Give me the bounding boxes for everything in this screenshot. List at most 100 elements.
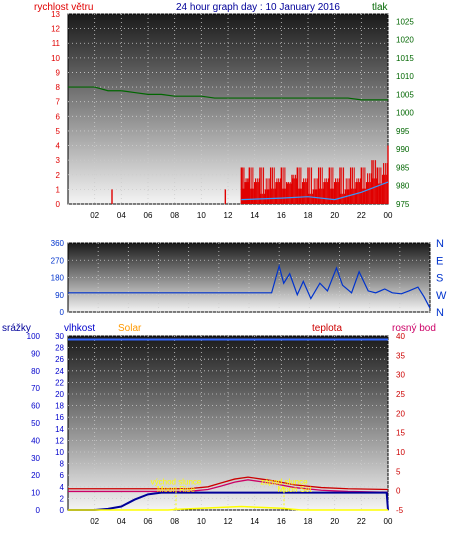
x-tick-label: 18 xyxy=(304,517,313,526)
x-tick-label: 16 xyxy=(277,517,286,526)
x-tick-label: 14 xyxy=(250,211,259,220)
compass-label: N xyxy=(436,238,444,250)
y-right-tick-label: 985 xyxy=(396,163,410,172)
pressure-axis-label: tlak xyxy=(372,2,389,13)
legend-dewpoint: rosný bod xyxy=(392,323,436,334)
y-tick-label: 270 xyxy=(51,256,65,265)
y-right-tick-label: 1005 xyxy=(396,90,414,99)
y-left-tick-label: 13 xyxy=(51,10,60,19)
temperature-tick-label: 0 xyxy=(396,487,401,496)
legend-rain: srážky xyxy=(2,323,31,334)
y-tick-label: 0 xyxy=(60,308,65,317)
rain-line xyxy=(68,491,389,511)
humidity-tick-label: 70 xyxy=(31,384,40,393)
x-tick-label: 00 xyxy=(384,517,393,526)
y-right-tick-label: 1000 xyxy=(396,109,414,118)
sunset-label: západ slunce xyxy=(260,477,308,486)
x-tick-label: 06 xyxy=(144,211,153,220)
x-tick-label: 10 xyxy=(197,211,206,220)
sunrise-label: východ slunce xyxy=(151,477,202,486)
temperature-tick-label: 20 xyxy=(396,409,405,418)
x-tick-label: 22 xyxy=(357,211,366,220)
temperature-tick-label: 10 xyxy=(396,448,405,457)
temperature-tick-label: 25 xyxy=(396,390,405,399)
humidity-tick-label: 40 xyxy=(31,436,40,445)
compass-label: S xyxy=(436,273,443,285)
temperature-tick-label: 5 xyxy=(396,467,401,476)
rain-tick-label: 10 xyxy=(55,448,64,457)
y-right-tick-label: 980 xyxy=(396,182,410,191)
y-right-tick-label: 995 xyxy=(396,127,410,136)
y-left-tick-label: 2 xyxy=(56,171,61,180)
dewpoint-line xyxy=(68,479,389,493)
temperature-tick-label: 15 xyxy=(396,429,405,438)
rain-tick-label: 24 xyxy=(55,367,64,376)
rain-tick-label: 20 xyxy=(55,390,64,399)
compass-label: W xyxy=(436,290,447,302)
x-tick-label: 02 xyxy=(90,211,99,220)
rain-tick-label: 30 xyxy=(55,332,64,341)
pressure-line xyxy=(68,86,388,101)
rain-tick-label: 26 xyxy=(55,355,64,364)
wind-average-line xyxy=(241,181,389,201)
y-right-tick-label: 1020 xyxy=(396,36,414,45)
legend-temperature: teplota xyxy=(312,323,342,334)
y-left-tick-label: 6 xyxy=(56,112,61,121)
y-left-tick-label: 10 xyxy=(51,54,60,63)
y-tick-label: 180 xyxy=(51,274,65,283)
x-tick-label: 06 xyxy=(144,517,153,526)
rain-tick-label: 0 xyxy=(60,506,65,515)
chart-title: 24 hour graph day : 10 January 2016 xyxy=(176,2,340,13)
y-left-tick-label: 3 xyxy=(56,156,61,165)
y-right-tick-label: 990 xyxy=(396,145,410,154)
wind-direction-line xyxy=(68,263,431,309)
humidity-tick-label: 100 xyxy=(27,332,41,341)
x-tick-label: 14 xyxy=(250,517,259,526)
solar-line xyxy=(68,505,388,511)
legend-humidity: vlhkost xyxy=(64,323,95,334)
y-right-tick-label: 1015 xyxy=(396,54,414,63)
y-left-tick-label: 4 xyxy=(56,142,61,151)
y-tick-label: 90 xyxy=(55,291,64,300)
x-tick-label: 02 xyxy=(90,517,99,526)
x-tick-label: 16 xyxy=(277,211,286,220)
humidity-tick-label: 60 xyxy=(31,402,40,411)
y-left-tick-label: 5 xyxy=(56,127,61,136)
y-left-tick-label: 0 xyxy=(56,200,61,209)
humidity-tick-label: 80 xyxy=(31,367,40,376)
y-left-tick-label: 8 xyxy=(56,83,61,92)
x-tick-label: 18 xyxy=(304,211,313,220)
y-left-tick-label: 7 xyxy=(56,98,61,107)
x-tick-label: 22 xyxy=(357,517,366,526)
x-tick-label: 08 xyxy=(170,211,179,220)
temperature-line xyxy=(68,476,389,491)
rain-tick-label: 18 xyxy=(55,402,64,411)
y-left-tick-label: 11 xyxy=(52,39,61,48)
rain-tick-label: 28 xyxy=(55,344,64,353)
y-left-tick-label: 1 xyxy=(56,185,61,194)
x-tick-label: 20 xyxy=(330,517,339,526)
rain-tick-label: 12 xyxy=(55,436,64,445)
moon-set-label: Moon Set xyxy=(278,485,313,494)
humidity-tick-label: 90 xyxy=(31,349,40,358)
temperature-tick-label: 40 xyxy=(396,332,405,341)
rain-tick-label: 8 xyxy=(60,460,65,469)
temperature-tick-label: -5 xyxy=(396,506,404,515)
x-tick-label: 00 xyxy=(384,211,393,220)
x-tick-label: 04 xyxy=(117,211,126,220)
humidity-tick-label: 0 xyxy=(36,506,41,515)
x-tick-label: 12 xyxy=(224,211,233,220)
x-tick-label: 10 xyxy=(197,517,206,526)
rain-tick-label: 16 xyxy=(55,413,64,422)
temperature-tick-label: 30 xyxy=(396,371,405,380)
compass-label: E xyxy=(436,255,443,267)
temperature-tick-label: 35 xyxy=(396,351,405,360)
rain-tick-label: 14 xyxy=(55,425,64,434)
rain-tick-label: 6 xyxy=(60,471,65,480)
y-right-tick-label: 975 xyxy=(396,200,410,209)
rain-tick-label: 2 xyxy=(60,494,65,503)
humidity-tick-label: 50 xyxy=(31,419,40,428)
compass-label: N xyxy=(436,307,444,319)
